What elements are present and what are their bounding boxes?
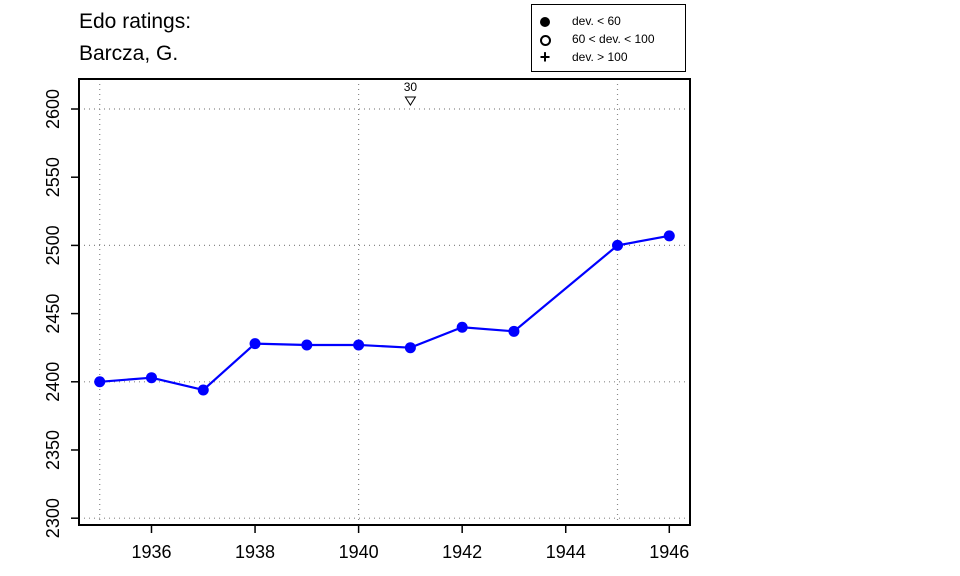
series-line: [99, 234, 670, 392]
legend-item-low-dev: dev. < 60: [532, 12, 685, 30]
x-tick-label: 1938: [235, 542, 275, 562]
y-tick-label: 2550: [43, 157, 63, 197]
y-tick-label: 2500: [43, 225, 63, 265]
data-point: [456, 321, 468, 333]
annotations: 30: [404, 80, 418, 106]
y-tick-label: 2600: [43, 89, 63, 129]
y-tick-label: 2350: [43, 430, 63, 470]
open-circle-icon: [537, 30, 553, 48]
y-tick-label: 2450: [43, 294, 63, 334]
data-point: [301, 339, 313, 351]
filled-circle-icon: [537, 12, 553, 30]
data-point: [612, 239, 624, 251]
grid: [79, 79, 690, 525]
y-tick-label: 2400: [43, 362, 63, 402]
x-tick-label: 1944: [546, 542, 586, 562]
x-tick-label: 1946: [649, 542, 689, 562]
offscale-triangle-icon: [404, 96, 417, 106]
data-point: [94, 376, 106, 388]
chart-title-line1: Edo ratings:: [79, 10, 192, 33]
annotation-label: 30: [404, 80, 418, 94]
data-point: [145, 372, 157, 384]
x-tick-label: 1942: [442, 542, 482, 562]
legend: dev. < 60 60 < dev. < 100 + dev. > 100: [531, 4, 686, 72]
data-point: [353, 339, 365, 351]
plus-icon: +: [539, 47, 551, 67]
x-tick-label: 1940: [339, 542, 379, 562]
legend-item-high-dev: + dev. > 100: [532, 48, 685, 66]
x-tick-label: 1936: [131, 542, 171, 562]
data-point: [249, 338, 261, 350]
y-tick-label: 2300: [43, 498, 63, 538]
legend-label: dev. < 60: [572, 14, 621, 28]
legend-item-mid-dev: 60 < dev. < 100: [532, 30, 685, 48]
data-point: [663, 230, 675, 242]
chart-title-line2: Barcza, G.: [79, 42, 179, 65]
data-point: [508, 325, 520, 337]
legend-label: dev. > 100: [572, 50, 628, 64]
series: [94, 230, 675, 396]
legend-label: 60 < dev. < 100: [572, 32, 655, 46]
data-point: [197, 384, 209, 396]
x-axis: 1936 1938 1940 1942 1944 1946: [131, 525, 689, 562]
y-axis: 2300 2350 2400 2450 2500 2550 2600: [43, 89, 79, 538]
data-point: [404, 342, 416, 354]
plot-frame: [78, 78, 691, 526]
